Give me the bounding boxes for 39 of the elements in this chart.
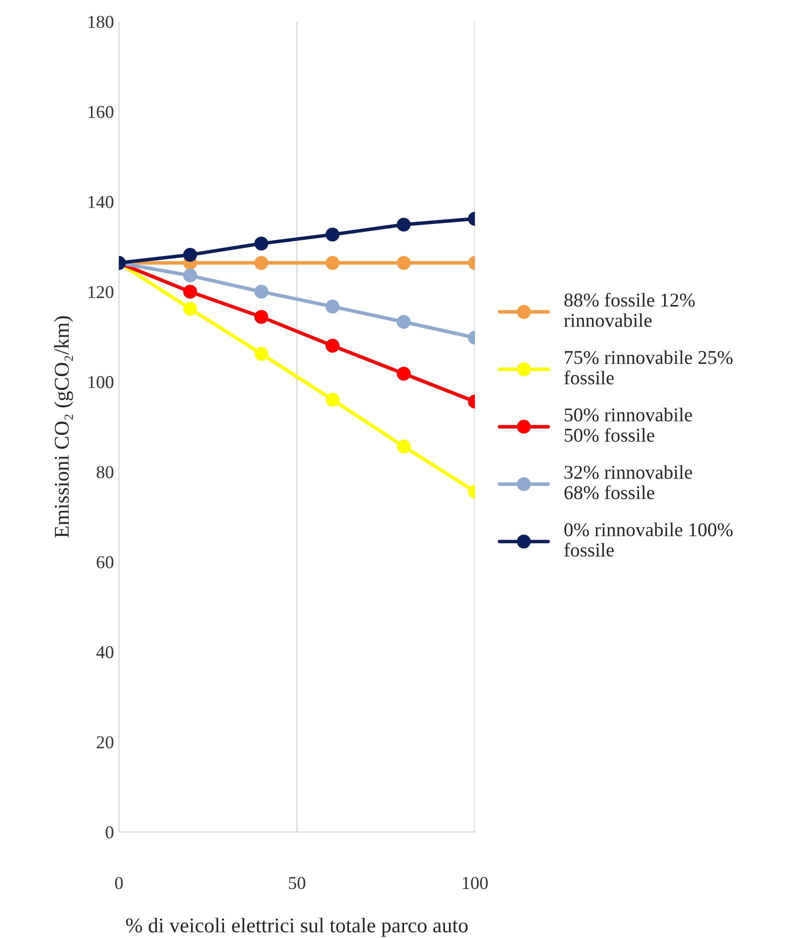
y-tick-label: 100 bbox=[88, 376, 114, 388]
legend-label: 75% rinnovabile 25% fossile bbox=[564, 350, 733, 384]
point bbox=[254, 256, 268, 270]
y-tick-label: 140 bbox=[88, 196, 114, 208]
point bbox=[254, 310, 268, 324]
point bbox=[396, 314, 411, 329]
point bbox=[183, 302, 198, 316]
point bbox=[326, 228, 340, 242]
point bbox=[326, 392, 340, 407]
y-tick-label: 20 bbox=[96, 736, 114, 748]
y-tick-label: 180 bbox=[88, 16, 114, 28]
point bbox=[396, 218, 411, 232]
point bbox=[254, 284, 268, 299]
point bbox=[183, 248, 198, 262]
point bbox=[254, 346, 268, 361]
y-tick-label: 80 bbox=[96, 466, 114, 478]
legend-label: 50% rinnovabile 50% fossile bbox=[564, 408, 692, 442]
point bbox=[183, 284, 198, 299]
point bbox=[396, 256, 411, 270]
x-tick-label: 0 bbox=[115, 876, 123, 890]
point bbox=[396, 440, 411, 454]
point bbox=[254, 236, 268, 250]
y-tick-label: 160 bbox=[88, 106, 114, 118]
y-tick-label: 0 bbox=[106, 826, 114, 838]
point bbox=[326, 338, 340, 353]
point bbox=[183, 268, 198, 282]
y-axis-title: Emissioni CO₂ (gCO₂/km) bbox=[54, 316, 74, 538]
point bbox=[326, 300, 340, 314]
y-tick-label: 120 bbox=[88, 286, 114, 298]
legend-label: 32% rinnovabile 68% fossile bbox=[564, 465, 692, 500]
point bbox=[396, 366, 411, 381]
legend-label: 88% fossile 12% rinnovabile bbox=[564, 292, 695, 328]
y-tick-label: 40 bbox=[96, 646, 114, 658]
y-tick-label: 60 bbox=[96, 556, 114, 568]
x-tick-label: 100 bbox=[462, 876, 488, 890]
x-axis-title: % di veicoli elettrici sul totale parco auto bbox=[126, 918, 468, 937]
point bbox=[326, 256, 340, 270]
x-tick-label: 50 bbox=[288, 876, 306, 890]
legend-label: 0% rinnovabile 100% fossile bbox=[564, 522, 733, 557]
